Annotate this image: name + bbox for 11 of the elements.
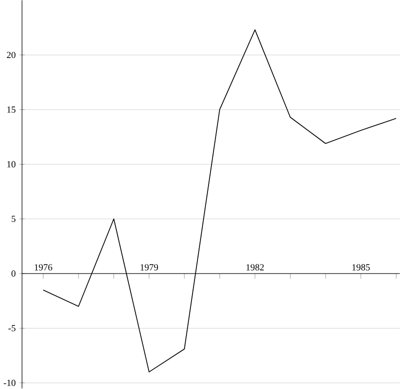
y-tick-label: 10 bbox=[7, 160, 16, 168]
y-tick-label: -5 bbox=[8, 324, 16, 332]
x-tick-label: 1976 bbox=[34, 264, 52, 270]
y-tick-label: -10 bbox=[4, 380, 16, 386]
y-tick-label: 0 bbox=[12, 270, 16, 276]
x-tick-label: 1985 bbox=[352, 264, 370, 270]
y-tick-label: 5 bbox=[12, 216, 16, 222]
x-tick-label: 1982 bbox=[246, 264, 264, 270]
y-tick-label: 15 bbox=[7, 106, 16, 113]
x-tick-label: 1979 bbox=[140, 264, 158, 270]
y-tick-label: 20 bbox=[6, 52, 16, 58]
